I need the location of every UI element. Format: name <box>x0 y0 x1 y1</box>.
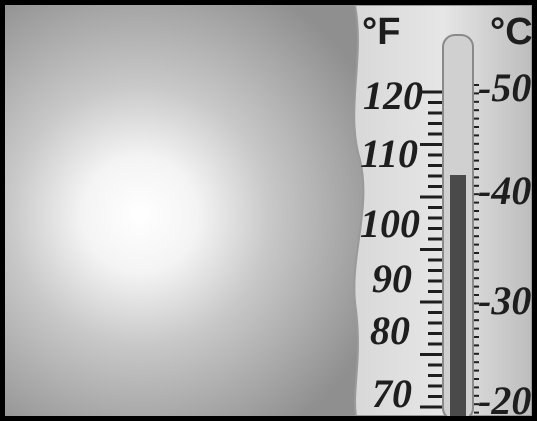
liquid-column <box>450 175 466 416</box>
fahrenheit-label: 100 <box>360 201 420 246</box>
celsius-label: -30 <box>478 278 531 323</box>
celsius-label: -40 <box>478 168 531 213</box>
scale-ticks <box>420 84 479 414</box>
fahrenheit-label: 110 <box>360 131 418 176</box>
fahrenheit-unit: °F <box>362 11 400 53</box>
celsius-label: -50 <box>478 65 531 110</box>
fahrenheit-label: 120 <box>363 73 423 118</box>
celsius-unit: °C <box>490 11 533 53</box>
fahrenheit-label: 80 <box>370 308 410 353</box>
fahrenheit-label: 90 <box>372 256 412 301</box>
fahrenheit-label: 70 <box>372 371 412 416</box>
celsius-label: -20 <box>478 378 531 421</box>
